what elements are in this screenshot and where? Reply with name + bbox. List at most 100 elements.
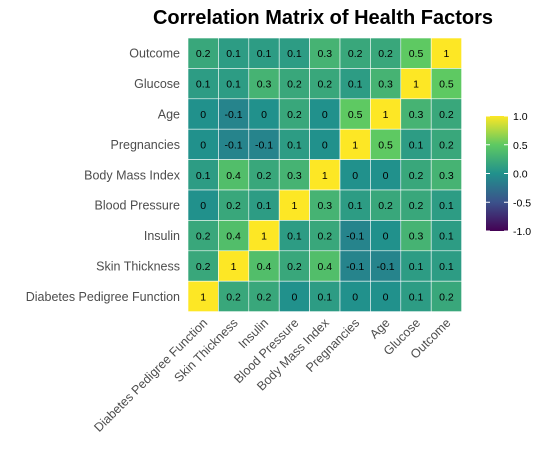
- cell-value-label: 0.2: [378, 48, 393, 60]
- cell-value-label: 0.1: [287, 231, 302, 243]
- cell-value-label: 0.2: [348, 48, 363, 60]
- cell-value-label: 0.4: [226, 170, 241, 182]
- heatmap-cell: [370, 159, 402, 191]
- cell-value-label: 0.1: [439, 231, 454, 243]
- heatmap-cell: [370, 68, 402, 100]
- heatmap-cell: [339, 280, 371, 312]
- cell-value-label: 0.3: [409, 109, 424, 121]
- cell-value-label: 0.2: [317, 79, 332, 91]
- cell-value-label: 0.2: [378, 200, 393, 212]
- heatmap-cell: [218, 37, 250, 69]
- legend-tick-label: -0.5: [513, 197, 531, 209]
- cell-value-label: 0.1: [257, 200, 272, 212]
- cell-value-label: 1: [291, 200, 297, 212]
- cell-value-label: 0.3: [257, 79, 272, 91]
- heatmap-cell: [309, 280, 341, 312]
- cell-value-label: 0.2: [439, 291, 454, 303]
- heatmap-cell: [370, 220, 402, 252]
- y-tick-label: Insulin: [144, 229, 180, 243]
- cell-value-label: 0.1: [287, 139, 302, 151]
- cell-value-label: 0.5: [409, 48, 424, 60]
- y-axis-labels: Outcome Glucose Age Pregnancies Body Mass In…: [26, 47, 181, 304]
- y-tick-label: Body Mass Index: [84, 168, 181, 182]
- heatmap-cell: [370, 280, 402, 312]
- cell-value-label: 1: [200, 291, 206, 303]
- heatmap-cell: [339, 159, 371, 191]
- color-legend: 1.0 0.5 0.0 -0.5 -1.0: [486, 111, 531, 238]
- heatmap-cell: [218, 189, 250, 221]
- legend-tick-label: -1.0: [513, 226, 531, 238]
- heatmap-cell: [248, 37, 280, 69]
- heatmap-cell: [370, 250, 402, 282]
- cell-value-label: 0: [383, 170, 389, 182]
- cell-value-label: 0.5: [439, 79, 454, 91]
- cell-value-label: 0: [291, 291, 297, 303]
- cell-value-label: 0: [322, 139, 328, 151]
- heatmap-cell: [187, 159, 219, 191]
- heatmap-cell: [430, 98, 462, 130]
- cell-value-label: 0.1: [196, 79, 211, 91]
- cell-value-label: 0.1: [409, 139, 424, 151]
- cell-value-label: 0.2: [409, 170, 424, 182]
- heatmap-cell: [339, 189, 371, 221]
- cell-value-label: -0.1: [225, 139, 243, 151]
- cell-value-label: 1: [443, 48, 449, 60]
- heatmap-cell: [309, 98, 341, 130]
- cell-value-label: 0.1: [439, 261, 454, 273]
- cell-value-label: 0.2: [439, 139, 454, 151]
- y-tick-label: Age: [158, 108, 180, 122]
- y-tick-label: Pregnancies: [111, 138, 181, 152]
- heatmap-cell: [248, 250, 280, 282]
- cell-value-label: 0.1: [257, 48, 272, 60]
- cell-value-label: 0.1: [196, 170, 211, 182]
- cell-value-label: 0.3: [317, 48, 332, 60]
- cell-value-label: 0.2: [287, 79, 302, 91]
- cell-value-label: 0.2: [257, 291, 272, 303]
- heatmap-cell: [278, 159, 310, 191]
- legend-color-bar: [486, 116, 508, 231]
- heatmap-cell: [248, 159, 280, 191]
- heatmap-cell: [309, 250, 341, 282]
- cell-value-label: 0.1: [409, 261, 424, 273]
- cell-value-label: 0.4: [257, 261, 272, 273]
- cell-value-label: 0: [322, 109, 328, 121]
- heatmap-cell: [278, 98, 310, 130]
- cell-value-label: 1: [413, 79, 419, 91]
- heatmap-cell: [400, 68, 432, 100]
- cell-value-label: 0: [200, 109, 206, 121]
- cell-value-label: 1: [231, 261, 237, 273]
- heatmap-cell: [248, 98, 280, 130]
- cell-value-label: 0.1: [348, 79, 363, 91]
- cell-value-label: 0.1: [439, 200, 454, 212]
- cell-value-label: 1: [322, 170, 328, 182]
- heatmap-cell: [430, 159, 462, 191]
- y-tick-label: Outcome: [129, 47, 180, 61]
- cell-value-label: 0.2: [409, 200, 424, 212]
- cell-value-label: 0.2: [317, 231, 332, 243]
- cell-value-label: 0.2: [226, 291, 241, 303]
- cell-value-label: 1: [383, 109, 389, 121]
- heatmap-cell: [309, 220, 341, 252]
- y-tick-label: Glucose: [134, 77, 180, 91]
- heatmap-cell: [339, 250, 371, 282]
- heatmap-cell: [339, 37, 371, 69]
- heatmap-cell: [400, 189, 432, 221]
- cell-value-label: 0.2: [439, 109, 454, 121]
- chart-title: Correlation Matrix of Health Factors: [153, 7, 493, 29]
- heatmap-cell: [278, 280, 310, 312]
- cell-value-label: 0.3: [439, 170, 454, 182]
- cell-value-label: -0.1: [346, 261, 364, 273]
- cell-value-label: 0.2: [287, 109, 302, 121]
- heatmap-cell: [218, 220, 250, 252]
- cell-value-label: -0.1: [346, 231, 364, 243]
- cell-value-label: 0.1: [226, 79, 241, 91]
- cell-value-label: 0: [383, 291, 389, 303]
- heatmap-cell: [218, 280, 250, 312]
- heatmap-cell: [187, 250, 219, 282]
- cell-value-label: 0.3: [378, 79, 393, 91]
- heatmap-cell: [187, 128, 219, 160]
- heatmap-cell: [187, 220, 219, 252]
- cell-value-label: 0: [383, 231, 389, 243]
